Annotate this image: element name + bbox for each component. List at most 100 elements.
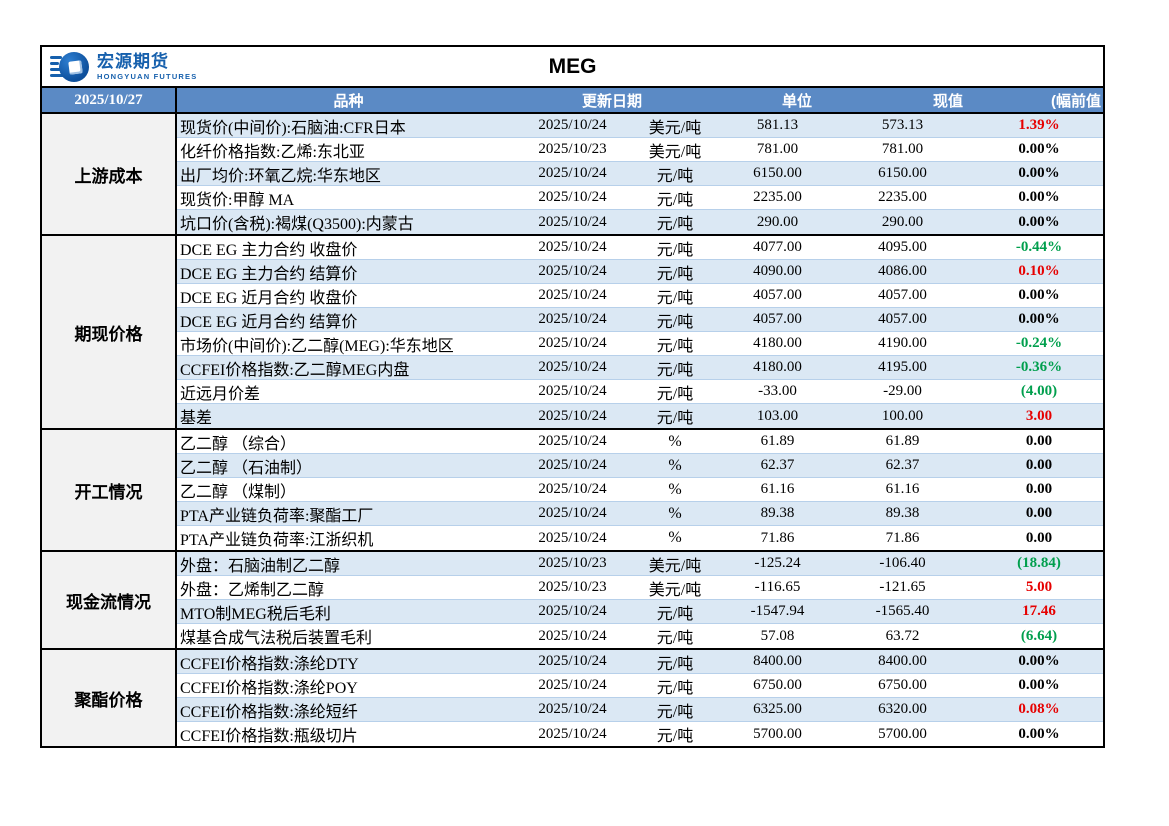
- table-row: 乙二醇 （煤制） 2025/10/24% 61.16 61.16 0.00: [177, 478, 1103, 502]
- brand-name-cn: 宏源期货: [97, 52, 169, 72]
- cell-current-value: 8400.00: [753, 653, 802, 669]
- globe-logo-icon: [50, 51, 90, 83]
- logo-stripe: [50, 68, 61, 71]
- group-section: 上游成本 现货价(中间价):石脑油:CFR日本 2025/10/24 美元/吨 581.…: [42, 112, 1103, 234]
- cell-previous-value: 4057.00: [878, 311, 927, 327]
- cell-current-value: 57.08: [760, 627, 795, 644]
- cell-change: 0.00%: [1018, 677, 1060, 693]
- cell-previous-value: 4095.00: [878, 239, 927, 255]
- table-row: 外盘：乙烯制乙二醇 2025/10/23 美元/吨 -116.65 -121.65 5.0…: [177, 576, 1103, 600]
- cell-previous-value: 4190.00: [878, 335, 927, 351]
- cell-current-value: 290.00: [756, 213, 799, 230]
- cell-update-date: 2025/10/24: [538, 311, 607, 327]
- logo-text: 宏源期货 HONGYUAN FUTURES: [97, 53, 197, 81]
- cell-previous-value: 8400.00: [878, 653, 927, 669]
- cell-product: PTA产业链负荷率:江浙织机: [180, 532, 374, 549]
- cell-update-date: 2025/10/24: [538, 529, 607, 546]
- cell-product: CCFEI价格指数:涤纶POY: [180, 679, 358, 697]
- logo-stripe: [50, 62, 59, 65]
- cell-current-value: 6325.00: [753, 701, 802, 717]
- logo-circle: [59, 52, 89, 82]
- table-row: CCFEI价格指数:涤纶POY 2025/10/24 元/吨 6750.00 6750.…: [177, 674, 1103, 698]
- cell-change: 0.00%: [1018, 311, 1060, 327]
- cell-unit: 元/吨: [656, 265, 694, 283]
- cell-current-value: 4090.00: [753, 263, 802, 279]
- cell-change: 0.00%: [1018, 653, 1060, 669]
- group-label: 开工情况: [42, 430, 177, 550]
- cell-change: 0.00: [1025, 457, 1053, 473]
- cell-unit: 元/吨: [656, 728, 694, 745]
- cell-current-value: 581.13: [756, 117, 799, 133]
- cell-current-value: 61.16: [760, 481, 795, 497]
- cell-change: 0.00: [1025, 481, 1053, 497]
- cell-previous-value: 6750.00: [878, 677, 927, 693]
- cell-update-date: 2025/10/24: [538, 165, 607, 181]
- cell-change: 0.10%: [1018, 263, 1060, 279]
- cell-product: CCFEI价格指数:涤纶DTY: [180, 655, 359, 673]
- cell-update-date: 2025/10/23: [538, 555, 607, 571]
- cell-update-date: 2025/10/24: [538, 407, 607, 424]
- table-row: 外盘：石脑油制乙二醇 2025/10/23 美元/吨 -125.24 -106.40 (1…: [177, 552, 1103, 576]
- group-section: 聚酯价格 CCFEI价格指数:涤纶DTY 2025/10/24 元/吨 8400.00 8…: [42, 648, 1103, 746]
- logo-stripe: [50, 74, 64, 77]
- table-row: DCE EG 主力合约 收盘价 2025/10/24 元/吨 4077.00 4095.…: [177, 236, 1103, 260]
- cell-current-value: 6150.00: [753, 165, 802, 181]
- cell-change: 0.00%: [1018, 725, 1060, 742]
- cell-current-value: 61.89: [760, 433, 795, 449]
- table-row: MTO制MEG税后毛利 2025/10/24 元/吨 -1547.94 -1565.40…: [177, 600, 1103, 624]
- cell-change: -0.24%: [1015, 335, 1063, 351]
- table-row: DCE EG 近月合约 结算价 2025/10/24 元/吨 4057.00 4057.…: [177, 308, 1103, 332]
- cell-update-date: 2025/10/24: [538, 725, 607, 742]
- cell-product: 出厂均价:环氧乙烷:华东地区: [180, 167, 381, 185]
- cell-update-date: 2025/10/24: [538, 213, 607, 230]
- cell-unit: %: [668, 456, 682, 474]
- cell-update-date: 2025/10/24: [538, 383, 607, 399]
- cell-change: 0.00%: [1018, 165, 1060, 181]
- cell-previous-value: 5700.00: [878, 725, 927, 742]
- cell-change: -0.36%: [1015, 359, 1063, 375]
- cell-product: CCFEI价格指数:瓶级切片: [180, 728, 358, 745]
- cell-previous-value: 61.16: [885, 481, 920, 497]
- cell-current-value: 103.00: [756, 407, 799, 424]
- table-body: 上游成本 现货价(中间价):石脑油:CFR日本 2025/10/24 美元/吨 581.…: [42, 112, 1103, 746]
- cell-product: 现货价(中间价):石脑油:CFR日本: [180, 119, 406, 137]
- cell-product: DCE EG 主力合约 收盘价: [180, 241, 358, 259]
- cell-previous-value: 62.37: [885, 457, 920, 473]
- meg-report-table: 宏源期货 HONGYUAN FUTURES MEG 2025/10/27 品种 …: [40, 45, 1105, 748]
- cell-unit: 元/吨: [656, 385, 694, 403]
- cell-current-value: 781.00: [756, 141, 799, 157]
- cell-product: 市场价(中间价):乙二醇(MEG):华东地区: [180, 337, 454, 355]
- table-row: CCFEI价格指数:乙二醇MEG内盘 2025/10/24 元/吨 4180.00 41…: [177, 356, 1103, 380]
- table-row: CCFEI价格指数:瓶级切片 2025/10/24 元/吨 5700.00 5700.0…: [177, 722, 1103, 746]
- cell-change: 0.00%: [1018, 287, 1060, 303]
- cell-current-value: 4057.00: [753, 287, 802, 303]
- cell-unit: 元/吨: [656, 216, 694, 233]
- group-label: 聚酯价格: [42, 650, 177, 746]
- cell-unit: 元/吨: [656, 410, 694, 427]
- cell-current-value: -1547.94: [750, 603, 805, 619]
- cell-current-value: 89.38: [760, 505, 795, 521]
- cell-previous-value: 71.86: [885, 529, 920, 546]
- cell-current-value: 4077.00: [753, 239, 802, 255]
- brand-name-en: HONGYUAN FUTURES: [97, 72, 198, 82]
- group-label: 期现价格: [42, 236, 177, 428]
- cell-current-value: 62.37: [760, 457, 795, 473]
- cell-change: (18.84): [1017, 555, 1061, 571]
- cell-product: 近远月价差: [180, 385, 261, 403]
- cell-product: CCFEI价格指数:乙二醇MEG内盘: [180, 361, 410, 379]
- cell-unit: 元/吨: [656, 703, 694, 721]
- cell-update-date: 2025/10/24: [538, 653, 607, 669]
- header-col-update-date: 更新日期: [581, 92, 642, 110]
- cell-previous-value: 4195.00: [878, 359, 927, 375]
- cell-unit: 元/吨: [656, 289, 694, 307]
- cell-change: (6.64): [1020, 627, 1058, 644]
- cell-unit: 元/吨: [656, 313, 694, 331]
- logo-stripe: [50, 56, 62, 59]
- cell-unit: 美元/吨: [648, 119, 702, 137]
- cell-current-value: 5700.00: [753, 725, 802, 742]
- cell-current-value: -33.00: [758, 383, 797, 399]
- table-row: 现货价:甲醇 MA 2025/10/24 元/吨 2235.00 2235.00 0.00…: [177, 186, 1103, 210]
- cell-change: 0.00%: [1018, 141, 1060, 157]
- cell-change: 0.00%: [1018, 213, 1060, 230]
- cell-update-date: 2025/10/24: [538, 335, 607, 351]
